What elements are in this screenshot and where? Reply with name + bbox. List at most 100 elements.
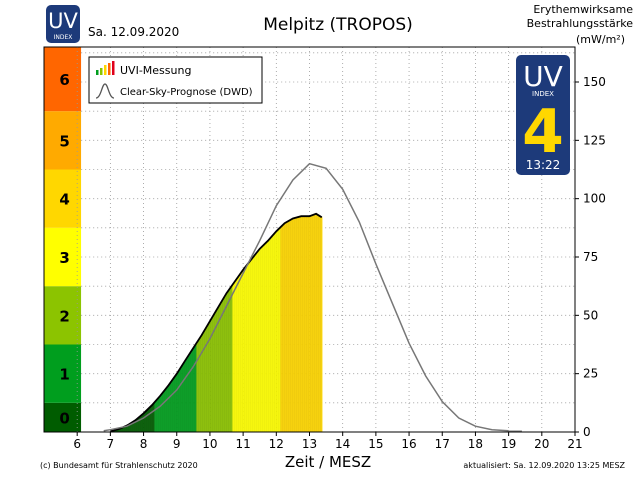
uv-scale-band-3 bbox=[44, 227, 82, 287]
measurement-strip bbox=[273, 234, 275, 432]
x-tick-labels: 6 7 8 9 10 11 12 13 14 15 16 17 18 19 20 21 bbox=[73, 437, 582, 451]
measurement-strip bbox=[282, 225, 284, 432]
uv-scale-band-5 bbox=[44, 111, 82, 170]
measurement-strip bbox=[176, 374, 178, 432]
copyright-footer: (c) Bundesamt für Strahlenschutz 2020 bbox=[40, 461, 198, 470]
measurement-strip bbox=[197, 341, 199, 432]
measurement-strip bbox=[163, 391, 165, 432]
measurement-strip bbox=[193, 347, 195, 432]
measurement-strip bbox=[218, 306, 220, 432]
measurement-strip bbox=[150, 406, 152, 432]
measurement-strip bbox=[228, 290, 230, 432]
measurement-strip bbox=[164, 390, 166, 432]
measurement-strip bbox=[202, 333, 204, 432]
x-tick-label: 12 bbox=[269, 437, 284, 451]
measurement-strip bbox=[183, 363, 185, 432]
measurement-strip bbox=[227, 291, 229, 432]
badge-index-text: INDEX bbox=[532, 90, 554, 98]
station-title: Melpitz (TROPOS) bbox=[263, 15, 413, 35]
measurement-strip bbox=[217, 308, 219, 432]
updated-footer: aktualisiert: Sa. 12.09.2020 13:25 MESZ bbox=[463, 461, 625, 470]
measurement-strip bbox=[121, 427, 123, 432]
x-tick-label: 9 bbox=[173, 437, 181, 451]
legend-forecast-label: Clear-Sky-Prognose (DWD) bbox=[120, 87, 253, 98]
measurement-strip bbox=[196, 343, 198, 432]
measurement-strip bbox=[189, 354, 191, 432]
uv-index-scale: 0 1 2 3 4 5 6 bbox=[44, 47, 82, 432]
measurement-strip bbox=[199, 338, 201, 432]
uv-scale-label-6: 6 bbox=[59, 71, 69, 89]
measurement-strip bbox=[142, 414, 144, 432]
measurement-strip bbox=[117, 429, 119, 432]
measurement-strip bbox=[286, 222, 288, 432]
measurement-strip bbox=[174, 377, 176, 432]
axes bbox=[43, 46, 579, 436]
measurement-strip bbox=[305, 216, 307, 432]
measurement-strip bbox=[262, 246, 264, 432]
measurement-strip bbox=[169, 384, 171, 432]
uv-scale-band-6 bbox=[44, 47, 82, 112]
measurement-strip bbox=[180, 368, 182, 432]
y-tick-label: 150 bbox=[583, 75, 606, 89]
uv-scale-label-0: 0 bbox=[59, 409, 69, 427]
measurement-strip bbox=[281, 226, 283, 432]
measurement-strip bbox=[221, 301, 223, 432]
measurement-strip bbox=[240, 273, 242, 432]
measurement-strip bbox=[302, 216, 304, 432]
measurement-strip bbox=[243, 269, 245, 432]
measurement-strip bbox=[253, 256, 255, 432]
measurement-strip bbox=[182, 364, 184, 432]
measurement-strip bbox=[270, 238, 272, 432]
measurement-strip bbox=[308, 216, 310, 432]
measurement-strip bbox=[138, 417, 140, 432]
measurement-strip bbox=[147, 409, 149, 432]
measurement-strip bbox=[209, 322, 211, 432]
measurement-strip bbox=[251, 259, 253, 432]
current-uv-badge: UV INDEX 4 13:22 bbox=[516, 55, 570, 175]
measurement-strip bbox=[258, 250, 260, 432]
measurement-strip bbox=[321, 217, 323, 432]
measurement-strip bbox=[146, 410, 148, 432]
measurement-strip bbox=[235, 280, 237, 432]
date-label: Sa. 12.09.2020 bbox=[88, 25, 179, 39]
measurement-strip bbox=[260, 248, 262, 432]
y-tick-label: 75 bbox=[583, 250, 598, 264]
measurement-strip bbox=[288, 221, 290, 432]
measurement-strip bbox=[318, 215, 320, 432]
measurement-strip bbox=[149, 407, 151, 432]
x-tick-label: 16 bbox=[401, 437, 416, 451]
measurement-strip bbox=[317, 214, 319, 432]
measurement-strip bbox=[161, 394, 163, 432]
measurement-strip bbox=[292, 218, 294, 432]
measurement-strip bbox=[301, 216, 303, 432]
measurement-strip bbox=[222, 300, 224, 432]
measurement-strip bbox=[131, 422, 133, 432]
measurement-strip bbox=[314, 214, 316, 432]
measurement-strip bbox=[280, 227, 282, 432]
measurement-strip bbox=[130, 423, 132, 432]
y-tick-label: 50 bbox=[583, 308, 598, 322]
measurement-strip bbox=[283, 224, 285, 432]
measurement-strip bbox=[300, 216, 302, 432]
measurement-strip bbox=[178, 371, 180, 432]
legend-measurement-label: UVI-Messung bbox=[120, 64, 191, 77]
uv-scale-label-2: 2 bbox=[59, 307, 69, 325]
logo-uv-text: UV bbox=[48, 9, 78, 33]
x-tick-label: 7 bbox=[107, 437, 115, 451]
measurement-strip bbox=[203, 332, 205, 432]
measurement-strip bbox=[230, 287, 232, 432]
unit-line-1: Erythemwirksame bbox=[533, 3, 633, 16]
measurement-strip bbox=[241, 272, 243, 432]
measurement-strip bbox=[316, 213, 318, 432]
x-tick-label: 8 bbox=[140, 437, 148, 451]
measurement-strip bbox=[206, 327, 208, 432]
measurement-strip bbox=[140, 416, 142, 432]
measurement-strip bbox=[141, 415, 143, 432]
measurement-legend-icon bbox=[96, 61, 115, 75]
measurement-strip bbox=[151, 405, 153, 432]
measurement-strip bbox=[233, 283, 235, 432]
measurement-strip bbox=[244, 268, 246, 432]
measurement-strip bbox=[179, 369, 181, 432]
measurement-strip bbox=[118, 429, 120, 432]
